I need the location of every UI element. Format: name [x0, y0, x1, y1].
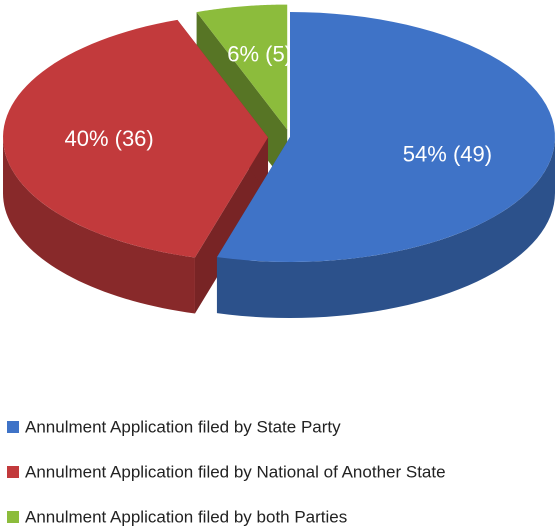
legend-label: Annulment Application filed by State Par… — [25, 417, 341, 436]
legend-label: Annulment Application filed by both Part… — [25, 507, 347, 526]
slice-top — [196, 4, 288, 130]
data-label: 40% (36) — [64, 126, 153, 151]
data-label: 54% (49) — [403, 141, 492, 166]
slice-top — [216, 12, 555, 262]
legend-swatch — [7, 421, 19, 433]
data-label: 6% (5) — [227, 42, 292, 67]
legend-swatch — [7, 511, 19, 523]
slice-wall — [216, 137, 555, 318]
slice-side — [194, 137, 269, 314]
pie-slice — [216, 12, 555, 318]
slice-wall — [3, 137, 195, 314]
legend-label: Annulment Application filed by National … — [25, 462, 446, 481]
slice-top — [3, 19, 269, 258]
legend-swatch — [7, 466, 19, 478]
pie-slice — [3, 19, 269, 314]
